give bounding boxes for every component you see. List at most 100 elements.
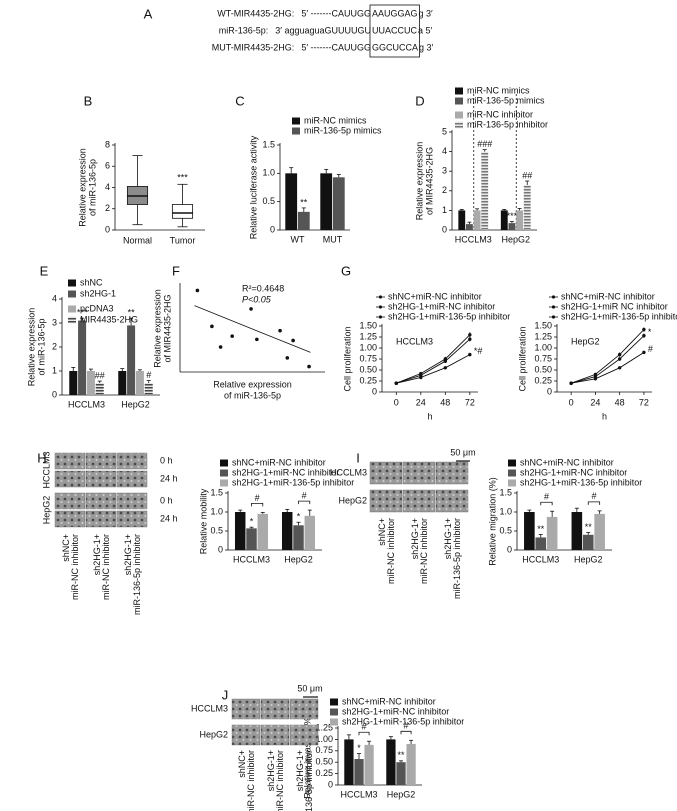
cell-line-label: HepG2 [338, 495, 367, 505]
cell-line-label: HepG2 [199, 729, 228, 739]
y-tick-label: 1.25 [315, 722, 333, 732]
legend-swatch [455, 121, 463, 129]
series-line [571, 335, 645, 384]
y-tick-label: 0.75 [359, 353, 377, 363]
legend-label: sh2HG-1+miR-136-5p inhibitor [232, 477, 354, 487]
y-axis-label: Relative mobility [198, 488, 208, 554]
x-tick-label: 72 [465, 397, 475, 407]
y-tick-label: 1.25 [359, 331, 377, 341]
point [255, 337, 259, 342]
y-axis-label: Cell proliferation [342, 326, 352, 391]
point [443, 366, 448, 370]
micrograph [435, 461, 469, 485]
legend-swatch [330, 698, 338, 706]
bar [281, 512, 293, 550]
point [617, 357, 622, 361]
y-axis-label: Relative expression [77, 148, 87, 227]
series-line [571, 352, 645, 384]
point [468, 333, 472, 337]
point [468, 337, 472, 341]
y-tick-label: 5 [442, 126, 447, 136]
chart-title: HepG2 [571, 336, 600, 346]
y-axis-label: Relative luciferase activity [248, 135, 258, 239]
cell-line-label: HCCLM3 [330, 467, 367, 477]
y-tick-label: 4 [105, 182, 110, 192]
legend-swatch [68, 305, 76, 313]
scale-label: 50 μm [297, 683, 322, 693]
x-axis-label: of miR-136-5p [224, 390, 281, 400]
point [278, 328, 282, 333]
panel-letter: A [144, 6, 153, 21]
bar [523, 184, 531, 230]
legend-swatch [292, 127, 300, 135]
y-tick-label: 1.0 [210, 506, 223, 516]
cell-line-label: HCCLM3 [41, 451, 51, 488]
legend-label: sh2HG-1+miR-NC inhibitor [388, 301, 495, 311]
y-tick-label: 2 [52, 341, 57, 351]
series-line [396, 338, 471, 384]
y-axis-label: of miR-136-5p [87, 159, 97, 216]
y-tick-label: 0.75 [534, 353, 552, 363]
panel-letter: D [415, 93, 424, 108]
micrograph [231, 724, 261, 746]
point [210, 324, 214, 329]
x-tick-label: 24 [590, 397, 600, 407]
comparison-bracket [587, 501, 601, 505]
condition-label: miR-NC inhibitor [246, 750, 256, 811]
significance: # [591, 491, 596, 501]
condition-label: sh2HG-1+ [123, 534, 133, 575]
x-tick-label: 0 [394, 397, 399, 407]
significance: *# [474, 346, 483, 356]
significance: # [404, 721, 409, 731]
x-tick-label: HepG2 [121, 399, 150, 409]
bar [546, 516, 558, 550]
legend-swatch [508, 459, 516, 467]
x-tick-label: HepG2 [284, 554, 313, 564]
y-tick-label: 0.25 [359, 375, 377, 385]
x-tick-label: WT [291, 234, 305, 244]
micrograph [369, 489, 403, 513]
y-axis-label: Relative expression [26, 308, 36, 387]
bar [473, 210, 481, 230]
bar [594, 513, 605, 550]
micrograph [402, 461, 436, 485]
panel-letter: J [222, 687, 229, 702]
time-label: 0 h [160, 455, 173, 465]
legend-label: shNC [80, 277, 103, 287]
legend-label: sh2HG-1+miR-136-5p inhibitor [520, 477, 642, 487]
point [468, 352, 472, 357]
significance: # [302, 490, 307, 500]
y-tick-label: 0 [442, 224, 447, 234]
point [569, 381, 573, 385]
panel-letter: E [40, 263, 49, 278]
y-tick-label: 8 [105, 139, 110, 149]
x-tick-label: HepG2 [501, 234, 530, 244]
significance: # [255, 493, 260, 503]
y-tick-label: 0 [218, 544, 223, 554]
scale-label: 50 μm [450, 447, 475, 457]
point [195, 288, 200, 293]
y-tick-label: 0 [372, 386, 377, 396]
bar [466, 224, 473, 230]
micrograph [54, 492, 86, 510]
bar [344, 739, 354, 785]
significance: ** [397, 750, 405, 760]
y-tick-label: 4 [52, 293, 57, 303]
significance: *** [177, 173, 188, 183]
condition-label: sh2HG-1+ [92, 534, 102, 575]
point [617, 352, 622, 357]
condition-label: sh2HG-1+ [295, 750, 305, 791]
significance: ### [477, 139, 492, 149]
legend-swatch [455, 87, 463, 95]
micrograph [116, 470, 148, 488]
statistic: P<0.05 [242, 294, 272, 304]
point [593, 374, 598, 379]
x-tick-label: 24 [416, 397, 426, 407]
x-axis-label: h [427, 411, 432, 421]
y-tick-label: 1.5 [262, 139, 275, 149]
y-tick-label: 1 [52, 365, 57, 375]
sequence-right: a 5′ [418, 25, 433, 35]
y-tick-label: 1.50 [359, 320, 377, 330]
y-tick-label: 2 [442, 185, 447, 195]
y-tick-label: 3 [442, 166, 447, 176]
